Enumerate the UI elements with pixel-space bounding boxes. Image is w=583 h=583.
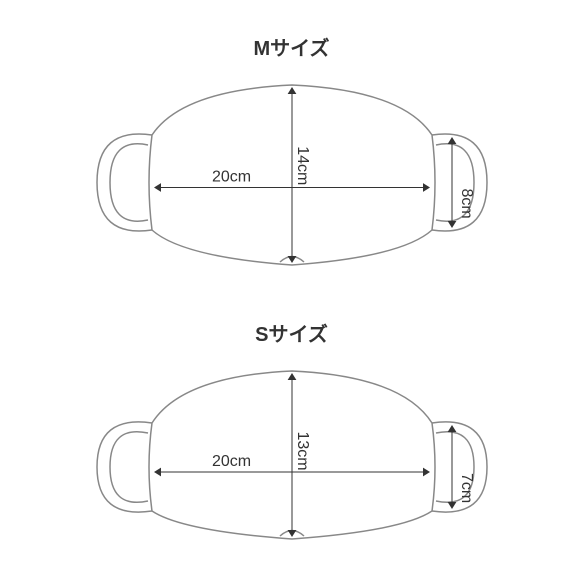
height-label: 13cm (294, 432, 311, 471)
left-ear-loop-inner (110, 144, 148, 221)
left-ear-loop (97, 134, 152, 231)
mask-diagram: 20cm 14cm 8cm (32, 65, 552, 275)
side-label: 8cm (458, 188, 475, 218)
width-label: 20cm (212, 168, 251, 185)
mask-title: Mサイズ (253, 32, 329, 61)
width-label: 20cm (212, 453, 251, 470)
height-dimension: 13cm (287, 373, 310, 537)
left-ear-loop (97, 422, 152, 512)
mask-diagram: 20cm 13cm 7cm (32, 351, 552, 551)
left-ear-loop-inner (110, 432, 148, 503)
mask-title: Sサイズ (255, 318, 328, 347)
height-label: 14cm (294, 146, 311, 185)
mask-block-0: Mサイズ 20cm 14cm 8cm (0, 32, 583, 275)
side-label: 7cm (458, 473, 475, 503)
side-dimension: 7cm (447, 425, 474, 509)
height-dimension: 14cm (287, 87, 310, 263)
side-dimension: 8cm (447, 137, 474, 228)
mask-block-1: Sサイズ 20cm 13cm 7cm (0, 318, 583, 551)
